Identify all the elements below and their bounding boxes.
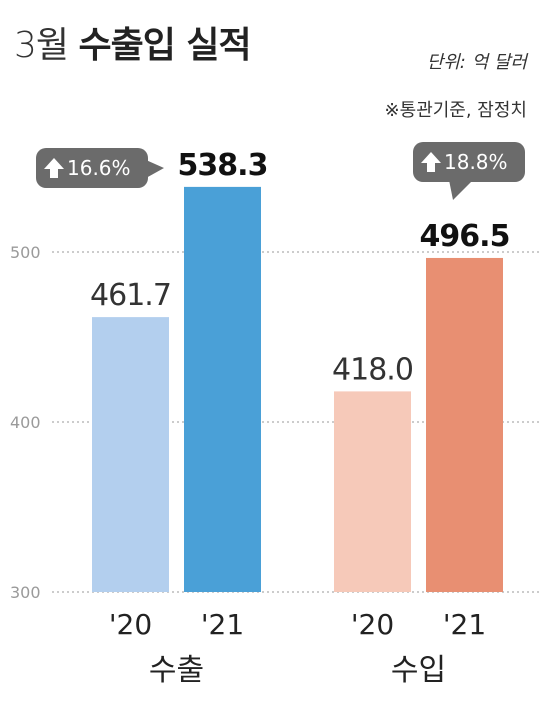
bar-value-label: 418.0 (332, 352, 413, 387)
bar-value-label: 538.3 (178, 148, 268, 183)
bar (184, 186, 261, 592)
x-year-label: '20 (109, 608, 152, 641)
bar (92, 317, 169, 592)
x-year-label: '20 (351, 608, 394, 641)
x-group-label: 수입 (391, 653, 446, 688)
change-badge-text: 16.6% (67, 156, 131, 180)
x-year-label: '21 (201, 608, 244, 641)
up-arrow-icon (421, 152, 441, 172)
bar-value-label: 461.7 (90, 278, 171, 313)
badge-pointer (449, 180, 473, 200)
bar-value-label: 496.5 (420, 219, 510, 254)
y-tick-label: 300 (10, 583, 41, 602)
change-badge-text: 18.8% (444, 150, 508, 174)
title-main: 수출입 실적 (78, 25, 251, 66)
title-month: 3월 (14, 25, 69, 66)
bar (426, 257, 503, 592)
unit-label: 단위: 억 달러 (426, 52, 527, 73)
up-arrow-icon (44, 158, 64, 178)
source-note: ※통관기준, 잠정치 (384, 100, 527, 121)
badge-pointer (146, 160, 164, 178)
bar (334, 391, 411, 592)
chart-title: 3월 수출입 실적 (14, 16, 252, 68)
x-group-label: 수출 (149, 653, 204, 688)
y-tick-label: 500 (10, 243, 41, 262)
change-badge (36, 148, 148, 188)
change-badge (413, 142, 525, 182)
x-year-label: '21 (443, 608, 486, 641)
y-tick-label: 400 (10, 413, 41, 432)
